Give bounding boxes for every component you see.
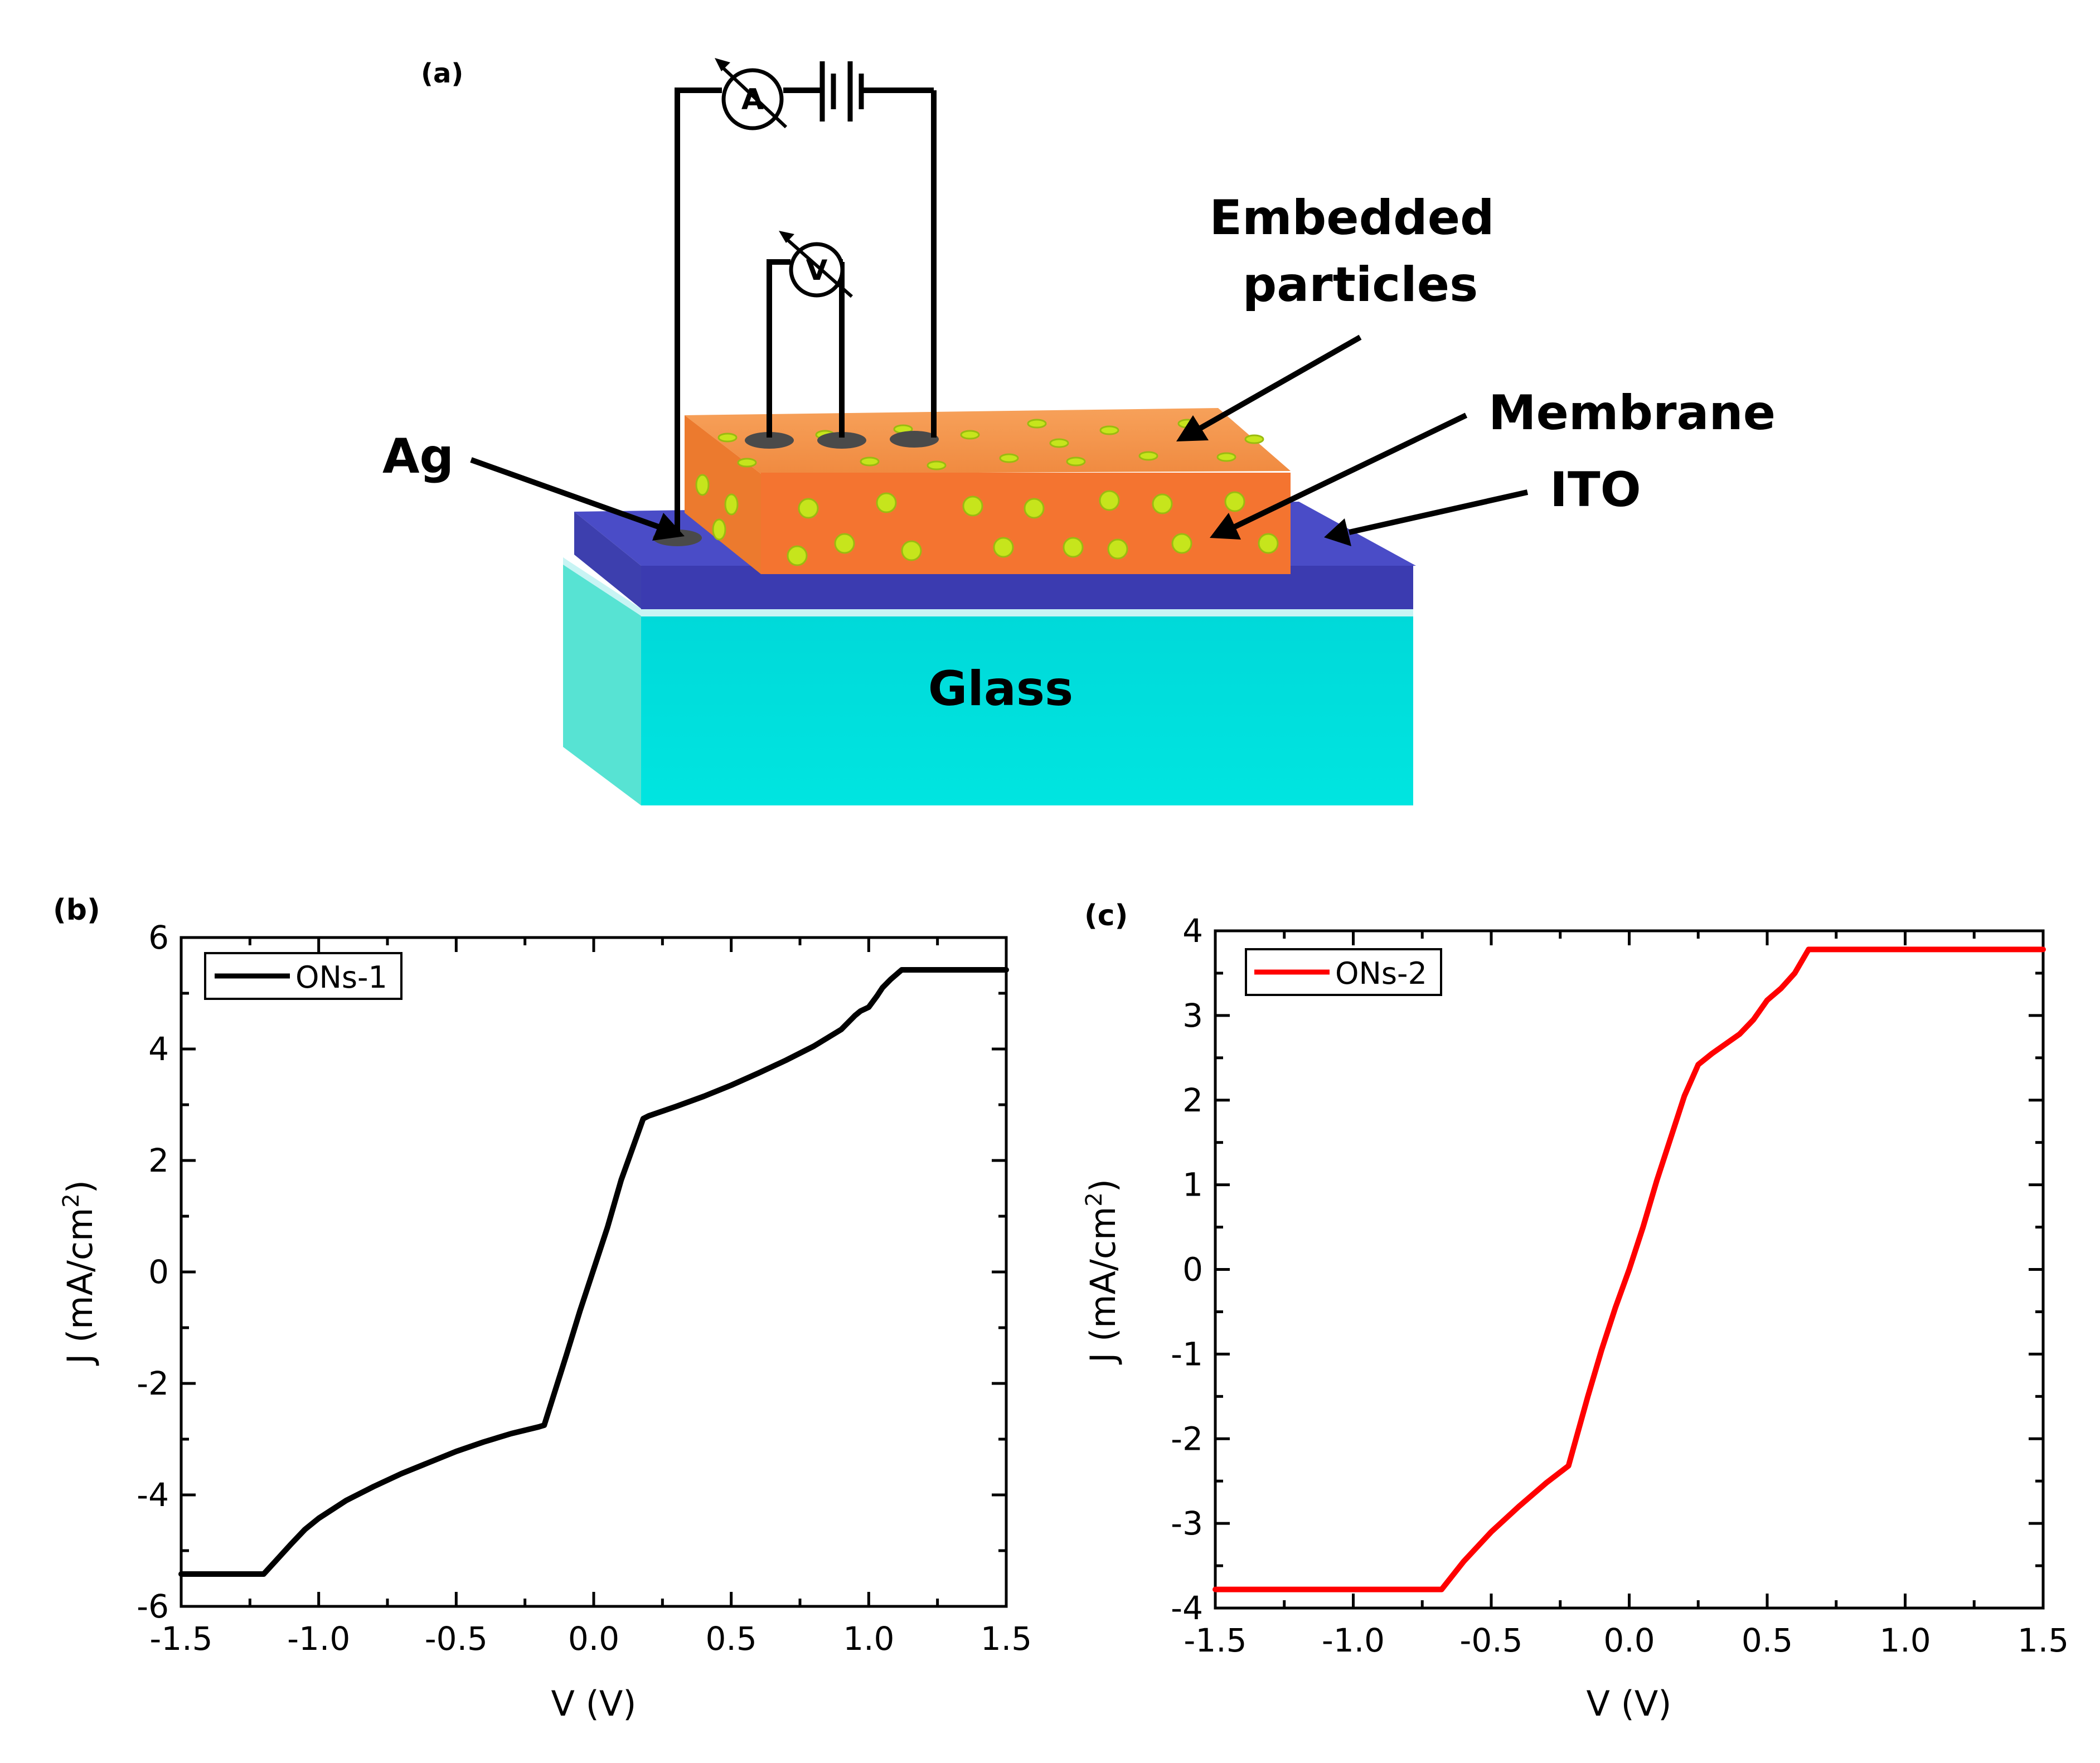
legend: ONs-1 [204, 952, 402, 1000]
y-tick-label: -4 [1171, 1589, 1203, 1627]
series-line-ons-1 [178, 967, 1009, 1577]
label-arrows [470, 334, 1529, 546]
panel-a-schematic: (a) [382, 58, 1776, 805]
y-tick-label: 6 [148, 919, 169, 956]
ag-contact-1 [745, 432, 794, 449]
y-tick-label: -2 [137, 1364, 169, 1402]
ammeter-label: A [741, 83, 764, 116]
label-membrane: Membrane [1488, 385, 1776, 441]
x-tick-label: 1.0 [843, 1620, 894, 1658]
x-tick-label: -0.5 [1459, 1621, 1522, 1659]
y-tick-label: 2 [148, 1142, 169, 1179]
x-axis-label: V (V) [551, 1683, 637, 1724]
x-tick-label: 0.0 [568, 1620, 619, 1658]
x-tick-label: -1.0 [287, 1620, 350, 1658]
panel-b-label: (b) [53, 893, 100, 927]
chart-panel-c: (c) -1.5 -1.0 -0.5 0.0 0.5 1.0 1.5 -4 -3 -2 -1 0 1 2 3… [1081, 899, 2069, 1724]
battery-icon [819, 61, 864, 122]
y-tick-label: 2 [1182, 1081, 1203, 1119]
legend: ONs-2 [1245, 948, 1442, 996]
panel-c-label: (c) [1084, 899, 1128, 933]
x-axis-label: V (V) [1587, 1683, 1672, 1724]
x-tick-label: -1.5 [1184, 1621, 1247, 1659]
x-tick-label: 1.0 [1879, 1621, 1931, 1659]
label-embedded: Embedded [1209, 190, 1494, 246]
y-tick-label: -3 [1171, 1504, 1203, 1542]
x-tick-label: -1.0 [1322, 1621, 1385, 1659]
y-tick-label: 4 [1182, 912, 1203, 950]
y-tick-label: 1 [1182, 1166, 1203, 1204]
y-tick-label: 4 [148, 1030, 169, 1068]
x-tick-label: -1.5 [149, 1620, 212, 1658]
x-tick-label: -0.5 [425, 1620, 488, 1658]
chart-panel-b: (b) -1.5 -1.0 -0.5 0.0 0.5 1.0 1.5 -6 -4 -2 0 2 4 6 O… [53, 893, 1032, 1724]
label-ito: ITO [1550, 462, 1641, 518]
series-line-ons-2 [1213, 946, 2046, 1592]
x-tick-label: 1.5 [2017, 1621, 2069, 1659]
panel-a-label: (a) [421, 58, 463, 89]
label-particles: particles [1243, 257, 1478, 313]
ag-contact-2 [817, 432, 866, 449]
ammeter-icon: A [715, 58, 788, 130]
voltmeter-label: V [806, 254, 828, 286]
schematic-labels: Embedded particles Membrane ITO Ag Glass [382, 190, 1776, 717]
y-axis-label: J (mA/cm2) [59, 1180, 100, 1366]
y-tick-label: -2 [1171, 1420, 1203, 1458]
x-tick-label: 1.5 [981, 1620, 1032, 1658]
x-tick-label: 0.0 [1603, 1621, 1655, 1659]
legend-label: ONs-2 [1335, 956, 1427, 991]
label-ag: Ag [382, 429, 454, 484]
y-axis-label: J (mA/cm2) [1081, 1179, 1123, 1365]
legend-label: ONs-1 [295, 960, 387, 995]
y-tick-label: 0 [148, 1253, 169, 1291]
y-tick-label: 0 [1182, 1251, 1203, 1289]
voltmeter-icon: V [779, 231, 853, 298]
x-tick-label: 0.5 [1742, 1621, 1793, 1659]
y-tick-label: -6 [137, 1587, 169, 1625]
label-glass: Glass [928, 661, 1073, 717]
glass-substrate [563, 557, 1413, 805]
y-tick-label: -4 [137, 1476, 169, 1514]
y-tick-label: 3 [1182, 997, 1203, 1035]
y-tick-label: -1 [1171, 1335, 1203, 1373]
ag-contact-3 [890, 431, 939, 448]
x-tick-label: 0.5 [706, 1620, 757, 1658]
